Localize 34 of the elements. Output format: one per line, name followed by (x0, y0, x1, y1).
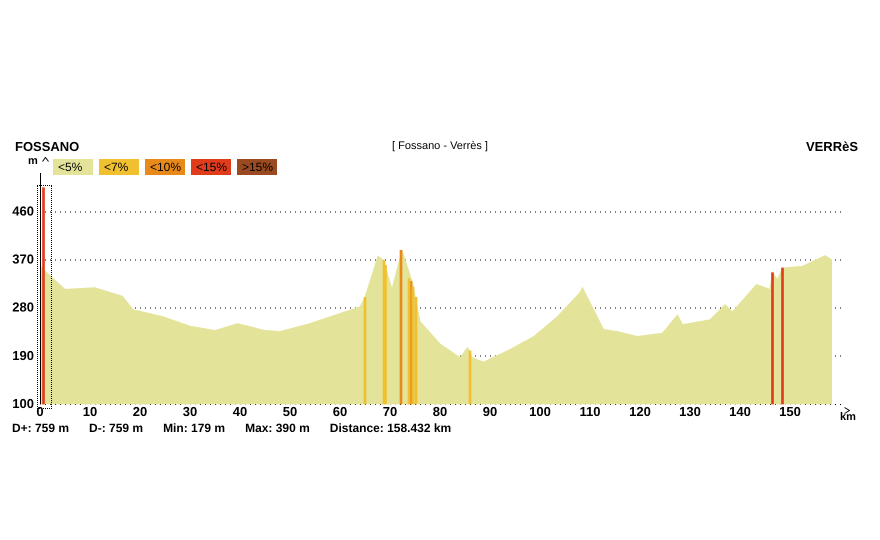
legend-label: <15% (195, 159, 231, 175)
y-tick-label: 190 (12, 348, 34, 363)
x-tick-label: 150 (779, 404, 801, 419)
x-tick-label: 60 (332, 404, 348, 419)
legend-label: <5% (57, 159, 93, 175)
chart-title: [ Fossano - Verrès ] (392, 140, 488, 152)
y-tick-label: 280 (12, 300, 34, 315)
text: Max: 390 m (245, 421, 310, 435)
x-tick-label: 20 (132, 404, 148, 419)
text: VERRèS (806, 139, 858, 154)
x-tick-label: 100 (529, 404, 551, 419)
y-tick-label: 370 (12, 251, 34, 266)
text: Min: 179 m (163, 421, 226, 435)
x-tick-label: 80 (432, 404, 448, 419)
text: D-: 759 m (89, 421, 144, 435)
x-tick-label: 30 (182, 404, 198, 419)
x-tick-label: 140 (729, 404, 751, 419)
x-axis-title: km (840, 411, 856, 423)
x-tick-label: 40 (232, 404, 248, 419)
x-tick-label: 90 (482, 404, 498, 419)
text: Distance: 158.432 km (330, 421, 452, 435)
y-tick-label: 460 (12, 203, 34, 218)
x-tick-label: 70 (382, 404, 398, 419)
x-tick-label: 110 (580, 404, 600, 419)
x-tick-label: 130 (679, 404, 701, 419)
legend-label: <7% (103, 159, 139, 175)
text: FOSSANO (15, 139, 80, 154)
x-tick-label: 50 (282, 404, 298, 419)
text: D+: 759 m (12, 421, 70, 435)
y-axis-title: m (28, 155, 38, 167)
x-tick-label: 10 (82, 404, 98, 419)
x-tick-label: 120 (629, 404, 651, 419)
legend-label: >15% (241, 159, 277, 175)
legend-label: <10% (149, 159, 185, 175)
